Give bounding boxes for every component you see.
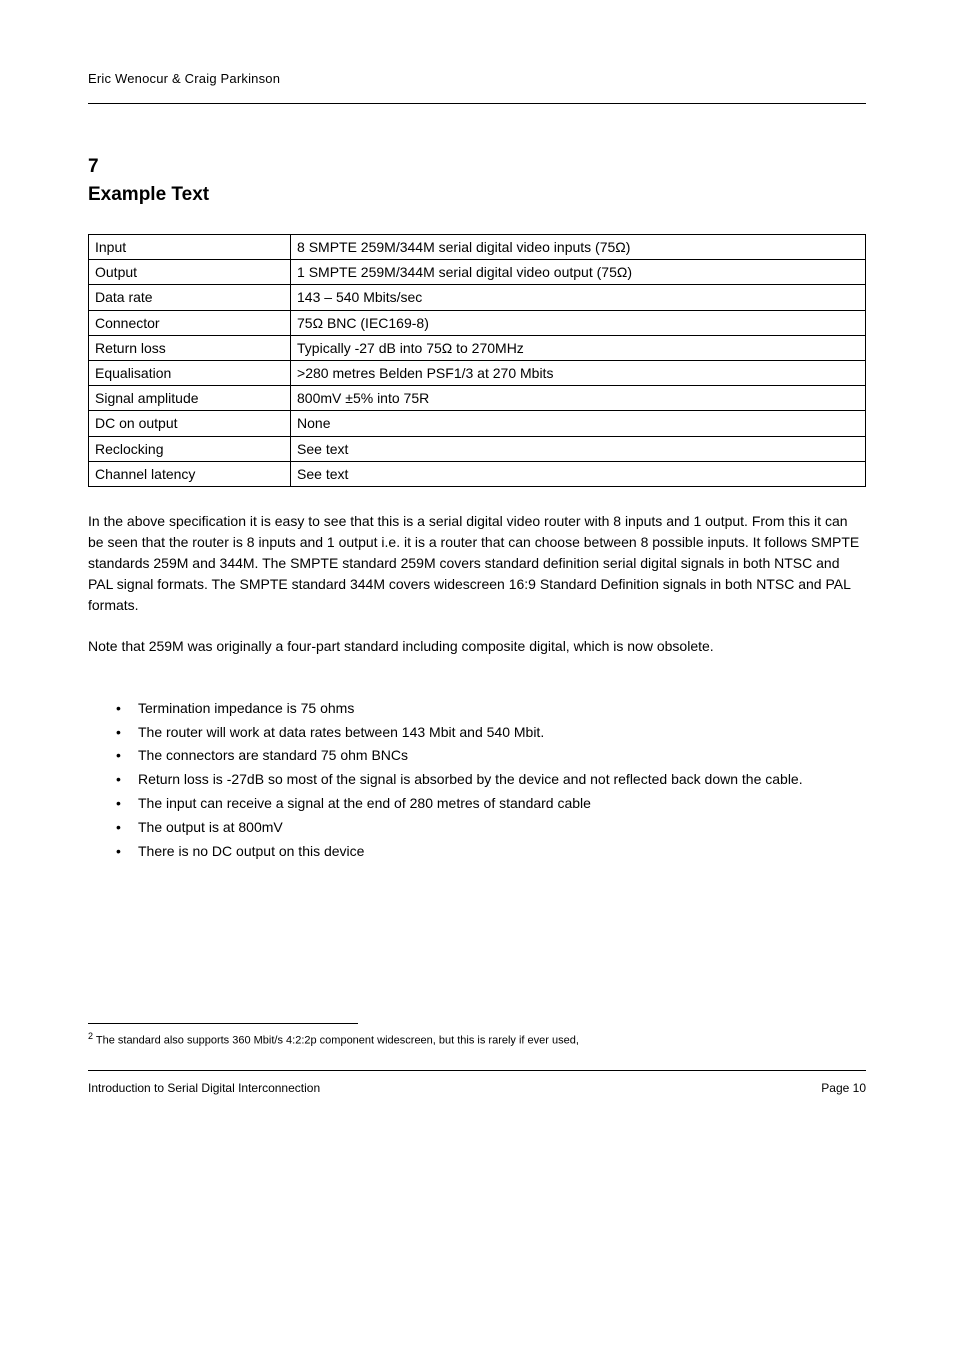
bullet-icon: • bbox=[88, 840, 138, 864]
bullet-icon: • bbox=[88, 792, 138, 816]
page-footer: Introduction to Serial Digital Interconn… bbox=[88, 1081, 866, 1095]
section-title: Example Text bbox=[88, 184, 866, 206]
spec-value: See text bbox=[291, 461, 866, 486]
list-item: • There is no DC output on this device bbox=[88, 840, 866, 864]
list-item: • Termination impedance is 75 ohms bbox=[88, 697, 866, 721]
spec-value: Typically -27 dB into 75Ω to 270MHz bbox=[291, 335, 866, 360]
spec-table: Input 8 SMPTE 259M/344M serial digital v… bbox=[88, 234, 866, 487]
spec-value: 143 – 540 Mbits/sec bbox=[291, 285, 866, 310]
list-item: • The input can receive a signal at the … bbox=[88, 792, 866, 816]
bullet-icon: • bbox=[88, 768, 138, 792]
note-paragraph: Note that 259M was originally a four-par… bbox=[88, 636, 866, 657]
bullet-icon: • bbox=[88, 744, 138, 768]
spec-label: Input bbox=[89, 235, 291, 260]
bullet-icon: • bbox=[88, 721, 138, 745]
footer-rule bbox=[88, 1070, 866, 1071]
table-row: DC on output None bbox=[89, 411, 866, 436]
footnote-rule bbox=[88, 1023, 358, 1024]
section-number: 7 bbox=[88, 156, 866, 178]
bullet-text: Termination impedance is 75 ohms bbox=[138, 697, 866, 721]
bullet-text: The router will work at data rates betwe… bbox=[138, 721, 866, 745]
bullet-text: The output is at 800mV bbox=[138, 816, 866, 840]
spec-label: Return loss bbox=[89, 335, 291, 360]
table-row: Reclocking See text bbox=[89, 436, 866, 461]
table-row: Output 1 SMPTE 259M/344M serial digital … bbox=[89, 260, 866, 285]
spec-label: DC on output bbox=[89, 411, 291, 436]
spec-value: 1 SMPTE 259M/344M serial digital video o… bbox=[291, 260, 866, 285]
spec-value: >280 metres Belden PSF1/3 at 270 Mbits bbox=[291, 360, 866, 385]
spec-label: Reclocking bbox=[89, 436, 291, 461]
list-item: • Return loss is -27dB so most of the si… bbox=[88, 768, 866, 792]
table-row: Channel latency See text bbox=[89, 461, 866, 486]
table-row: Data rate 143 – 540 Mbits/sec bbox=[89, 285, 866, 310]
list-item: • The output is at 800mV bbox=[88, 816, 866, 840]
spec-label: Connector bbox=[89, 310, 291, 335]
spec-label: Data rate bbox=[89, 285, 291, 310]
bullet-icon: • bbox=[88, 816, 138, 840]
spec-value: 8 SMPTE 259M/344M serial digital video i… bbox=[291, 235, 866, 260]
spec-value: 800mV ±5% into 75R bbox=[291, 386, 866, 411]
bullet-text: The input can receive a signal at the en… bbox=[138, 792, 866, 816]
bullet-text: The connectors are standard 75 ohm BNCs bbox=[138, 744, 866, 768]
table-row: Connector 75Ω BNC (IEC169-8) bbox=[89, 310, 866, 335]
header-authors: Eric Wenocur & Craig Parkinson bbox=[88, 71, 280, 86]
spec-label: Signal amplitude bbox=[89, 386, 291, 411]
footnote: 2 The standard also supports 360 Mbit/s … bbox=[88, 1030, 866, 1049]
table-row: Equalisation >280 metres Belden PSF1/3 a… bbox=[89, 360, 866, 385]
spec-label: Equalisation bbox=[89, 360, 291, 385]
bullet-icon: • bbox=[88, 697, 138, 721]
table-row: Input 8 SMPTE 259M/344M serial digital v… bbox=[89, 235, 866, 260]
spec-value: 75Ω BNC (IEC169-8) bbox=[291, 310, 866, 335]
bullet-text: There is no DC output on this device bbox=[138, 840, 866, 864]
table-row: Return loss Typically -27 dB into 75Ω to… bbox=[89, 335, 866, 360]
intro-paragraph: In the above specification it is easy to… bbox=[88, 511, 866, 616]
spec-label: Output bbox=[89, 260, 291, 285]
footnote-text: The standard also supports 360 Mbit/s 4:… bbox=[93, 1035, 579, 1047]
bullet-list: • Termination impedance is 75 ohms • The… bbox=[88, 697, 866, 864]
bullet-text: Return loss is -27dB so most of the sign… bbox=[138, 768, 866, 792]
footer-title: Introduction to Serial Digital Interconn… bbox=[88, 1081, 320, 1095]
table-row: Signal amplitude 800mV ±5% into 75R bbox=[89, 386, 866, 411]
footer-page: Page 10 bbox=[821, 1081, 866, 1095]
spec-label: Channel latency bbox=[89, 461, 291, 486]
spec-value: See text bbox=[291, 436, 866, 461]
list-item: • The connectors are standard 75 ohm BNC… bbox=[88, 744, 866, 768]
spec-value: None bbox=[291, 411, 866, 436]
list-item: • The router will work at data rates bet… bbox=[88, 721, 866, 745]
